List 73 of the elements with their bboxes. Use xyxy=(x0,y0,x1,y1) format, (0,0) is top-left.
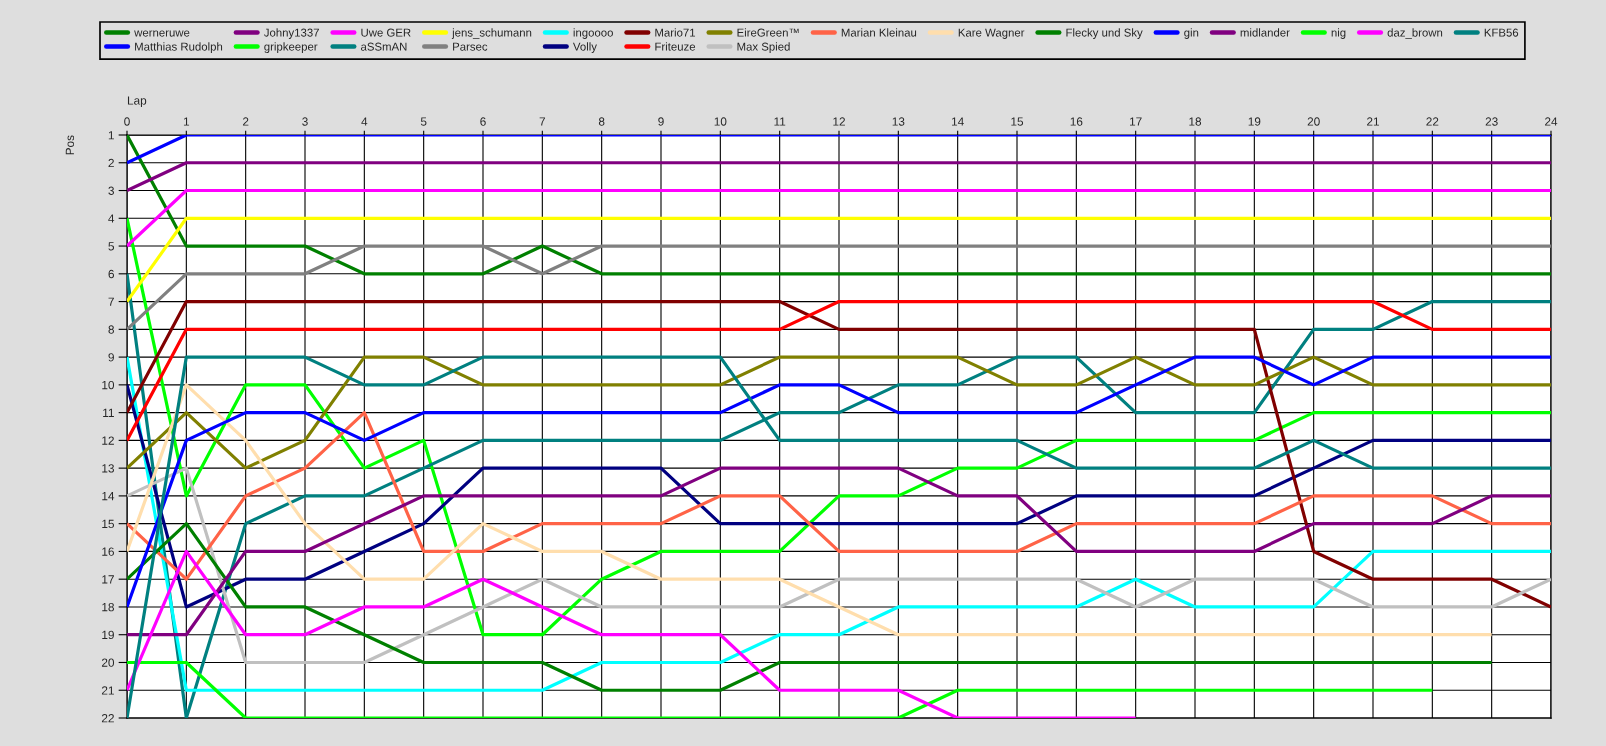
x-tick-label: 13 xyxy=(892,117,905,126)
y-tick-label: 3 xyxy=(108,186,114,195)
y-tick-label: 19 xyxy=(102,630,114,640)
y-tick-label: 5 xyxy=(108,242,115,251)
x-tick-label: 6 xyxy=(480,117,486,126)
x-tick-label: 10 xyxy=(714,117,727,126)
y-tick-label: 18 xyxy=(102,602,114,612)
x-axis-title: Lap xyxy=(127,96,147,107)
x-tick-label: 8 xyxy=(598,117,605,126)
x-tick-label: 21 xyxy=(1367,117,1379,126)
x-tick-label: 17 xyxy=(1130,117,1142,126)
legend-label: Kare Wagner xyxy=(958,28,1025,39)
y-tick-label: 9 xyxy=(108,353,114,362)
legend-label: Volly xyxy=(572,42,597,53)
x-tick-label: 2 xyxy=(242,117,249,126)
y-tick-label: 20 xyxy=(101,658,115,667)
legend-label: midlander xyxy=(1240,28,1290,37)
line-series xyxy=(127,522,1494,692)
x-tick-label: 15 xyxy=(1011,117,1024,126)
line-series xyxy=(127,549,1138,718)
legend-label: Marian Kleinau xyxy=(841,28,917,37)
x-tick-label: 20 xyxy=(1307,117,1320,126)
y-tick-label: 8 xyxy=(108,325,114,334)
x-tick-label: 0 xyxy=(124,117,130,126)
y-tick-label: 7 xyxy=(108,297,114,306)
legend-label: EireGreen™ xyxy=(737,28,799,37)
x-tick-label: 5 xyxy=(420,117,427,126)
legend-label: werneruwe xyxy=(134,30,190,37)
x-tick-label: 9 xyxy=(658,117,664,126)
y-tick-label: 15 xyxy=(102,519,115,529)
legend-label: Friteuze xyxy=(655,42,696,51)
legend-label: Uwe GER xyxy=(361,28,411,37)
y-tick-label: 11 xyxy=(103,408,114,417)
y-tick-label: 2 xyxy=(108,158,114,168)
y-tick-label: 1 xyxy=(108,131,114,140)
y-tick-label: 14 xyxy=(102,492,115,501)
x-tick-label: 24 xyxy=(1545,117,1558,126)
x-tick-label: 3 xyxy=(302,117,308,126)
x-tick-label: 23 xyxy=(1485,117,1498,126)
y-tick-label: 13 xyxy=(102,464,114,473)
y-tick-label: 10 xyxy=(102,380,115,390)
y-tick-label: 12 xyxy=(102,436,114,445)
x-tick-label: 16 xyxy=(1070,117,1083,126)
y-tick-label: 22 xyxy=(101,714,114,723)
legend-label: gin xyxy=(1184,28,1199,39)
legend-label: ingoooo xyxy=(573,28,613,39)
legend-label: Parsec xyxy=(453,42,488,51)
y-tick-label: 16 xyxy=(102,547,114,556)
y-axis-title: Pos xyxy=(65,135,75,155)
x-tick-label: 7 xyxy=(539,117,546,126)
legend-label: gripkeeper xyxy=(264,42,318,53)
legend-label: Matthias Rudolph xyxy=(135,42,223,53)
legend-label: jens_schumann xyxy=(451,28,532,39)
legend-label: aSSmAN xyxy=(361,42,407,51)
x-tick-label: 14 xyxy=(952,117,964,126)
x-tick-label: 18 xyxy=(1189,117,1202,126)
y-tick-label: 21 xyxy=(101,686,114,695)
x-tick-label: 1 xyxy=(183,117,190,126)
x-tick-label: 19 xyxy=(1248,117,1261,126)
legend-label: Mario71 xyxy=(655,28,696,37)
legend-label: Flecky und Sky xyxy=(1066,28,1143,39)
y-tick-label: 17 xyxy=(102,575,114,584)
x-tick-label: 12 xyxy=(833,117,845,126)
legend-label: KFB56 xyxy=(1484,28,1519,37)
y-tick-label: 6 xyxy=(108,269,114,279)
legend-label: daz_brown xyxy=(1387,28,1443,39)
x-tick-label: 4 xyxy=(361,117,368,126)
x-tick-label: 22 xyxy=(1426,117,1439,126)
x-tick-label: 11 xyxy=(774,117,786,126)
legend-label: Johny1337 xyxy=(263,28,319,39)
legend-label: Max Spied xyxy=(737,42,790,53)
legend-label: nig xyxy=(1331,28,1346,39)
y-tick-label: 4 xyxy=(108,214,115,223)
